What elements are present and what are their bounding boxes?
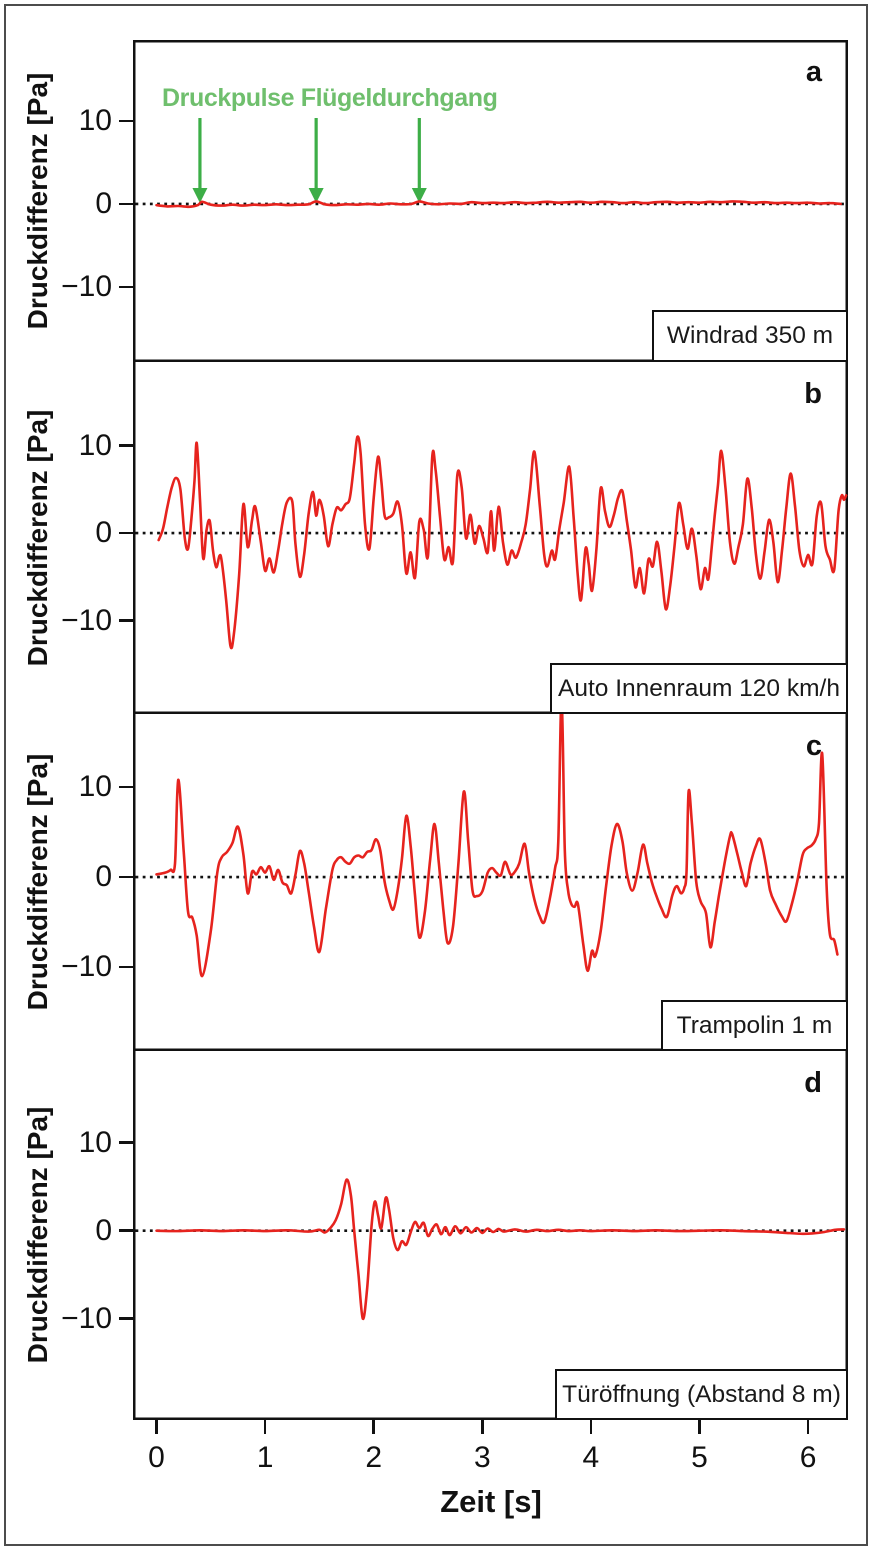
y-tick-mark — [119, 965, 133, 969]
panel-c-letter: c — [805, 730, 822, 762]
y-tick-label: 0 — [95, 1213, 112, 1247]
y-tick-mark — [119, 285, 133, 289]
y-tick-label: −10 — [61, 269, 112, 303]
y-tick-label: 10 — [78, 1125, 112, 1159]
panel-b-letter: b — [804, 378, 822, 410]
x-tick-mark — [589, 1420, 593, 1434]
x-tick-label: 4 — [582, 1441, 600, 1474]
down-arrow-icon — [411, 188, 427, 203]
x-tick-mark — [806, 1420, 810, 1434]
x-tick-mark — [263, 1420, 267, 1434]
x-axis-title: Zeit [s] — [440, 1484, 542, 1519]
x-tick-mark — [481, 1420, 484, 1434]
y-tick-mark — [119, 444, 133, 447]
y-tick-label: 10 — [78, 103, 112, 137]
x-tick-label: 1 — [256, 1441, 274, 1474]
panel-c: c — [133, 714, 848, 1051]
y-tick-mark — [119, 119, 133, 123]
panel-a-plot — [133, 40, 848, 362]
down-arrow-icon — [308, 188, 324, 203]
panel-a: a — [133, 40, 848, 362]
label-box-tueroeffnung: Türöffnung (Abstand 8 m) — [555, 1369, 848, 1420]
y-tick-label: −10 — [61, 603, 112, 637]
panel-a-letter: a — [805, 56, 822, 88]
series-line-b — [157, 435, 848, 650]
x-tick-label: 3 — [473, 1441, 491, 1474]
y-tick-mark — [119, 1317, 133, 1320]
label-box-auto: Auto Innenraum 120 km/h — [550, 663, 848, 714]
panel-b: b — [133, 362, 848, 714]
y-tick-mark — [119, 1141, 133, 1144]
y-tick-mark — [119, 619, 133, 622]
y-tick-mark — [119, 202, 133, 206]
x-tick-label: 5 — [691, 1441, 708, 1474]
y-tick-label: 0 — [95, 860, 112, 894]
panel-frame — [133, 362, 848, 714]
panel-d-plot — [133, 1051, 848, 1420]
series-line-a — [155, 200, 842, 209]
series-line-c — [155, 714, 839, 978]
x-tick-label: 6 — [799, 1441, 817, 1474]
y-tick-label: 10 — [78, 770, 112, 804]
x-tick-label: 2 — [365, 1441, 383, 1474]
down-arrow-icon — [192, 188, 208, 203]
x-tick-mark — [372, 1420, 375, 1434]
y-tick-label: −10 — [61, 950, 112, 984]
figure-outer-border — [4, 4, 868, 1546]
y-tick-label: 0 — [95, 516, 112, 550]
y-tick-mark — [119, 875, 133, 879]
panel-frame — [133, 714, 848, 1051]
y-tick-mark — [119, 1229, 133, 1232]
label-box-trampolin: Trampolin 1 m — [661, 1000, 848, 1051]
y-tick-mark — [119, 531, 133, 535]
x-tick-mark — [155, 1420, 158, 1434]
panel-frame — [133, 1051, 848, 1420]
y-tick-label: 10 — [78, 428, 112, 462]
series-line-d — [155, 1178, 846, 1321]
x-tick-mark — [698, 1420, 701, 1434]
panel-d: d — [133, 1051, 848, 1420]
y-tick-mark — [119, 785, 133, 789]
annotation-druckpulse: Druckpulse Flügeldurchgang — [162, 84, 498, 112]
panel-b-plot — [133, 362, 848, 714]
y-tick-label: −10 — [61, 1301, 112, 1335]
panel-c-plot — [133, 714, 848, 1051]
x-tick-label: 0 — [148, 1441, 165, 1474]
y-tick-label: 0 — [95, 186, 112, 220]
label-box-windrad: Windrad 350 m — [652, 310, 848, 362]
panel-frame — [133, 40, 848, 362]
panel-d-letter: d — [804, 1067, 822, 1099]
